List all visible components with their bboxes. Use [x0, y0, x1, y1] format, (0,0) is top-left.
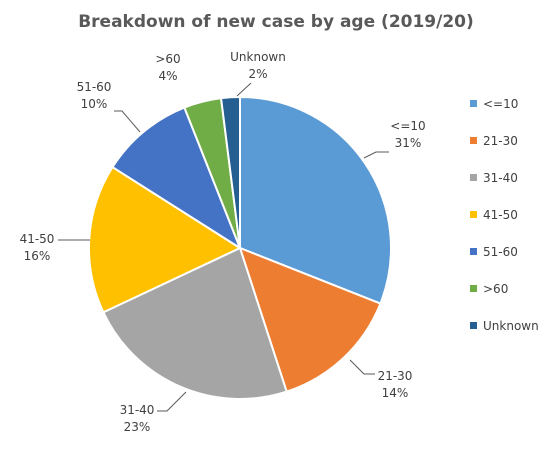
pie-slice-6 [219, 95, 241, 249]
leader-line-4 [114, 110, 141, 133]
chart-title: Breakdown of new case by age (2019/20) [78, 12, 474, 32]
data-label-category-5: >60 [155, 52, 180, 66]
data-label-category-3: 41-50 [20, 232, 55, 246]
data-label-value-5: 4% [158, 69, 177, 83]
legend-swatch-2 [470, 174, 477, 181]
data-label-category-4: 51-60 [77, 80, 112, 94]
legend-label-0: <=10 [483, 97, 518, 111]
legend-label-1: 21-30 [483, 134, 518, 148]
pie-slices [88, 95, 392, 400]
data-label-value-6: 2% [248, 67, 267, 81]
leader-line-0 [363, 151, 389, 159]
legend-swatch-6 [470, 322, 477, 329]
legend-swatch-3 [470, 211, 477, 218]
pie-slice-4 [111, 106, 243, 251]
leader-line-1 [349, 359, 375, 375]
data-label-value-1: 14% [382, 386, 409, 400]
legend-label-4: 51-60 [483, 245, 518, 259]
legend-swatch-5 [470, 285, 477, 292]
legend-label-2: 31-40 [483, 171, 518, 185]
leader-lines [58, 82, 389, 412]
data-label-value-4: 10% [81, 97, 108, 111]
pie-slice-3 [88, 165, 243, 314]
data-label-value-3: 16% [24, 249, 51, 263]
pie-slice-0 [239, 95, 392, 305]
data-label-category-2: 31-40 [120, 403, 155, 417]
data-labels: <=10 31% 21-30 14% 31-40 23% 41-50 16% 51-60 10% >… [20, 50, 426, 434]
data-label-category-1: 21-30 [378, 369, 413, 383]
legend-swatch-0 [470, 100, 477, 107]
legend-label-6: Unknown [483, 319, 539, 333]
data-label-value-2: 23% [124, 420, 151, 434]
leader-line-2 [157, 391, 187, 412]
legend-swatch-4 [470, 248, 477, 255]
pie-slice-2 [102, 246, 288, 400]
legend: <=10 21-30 31-40 41-50 51-60 >60 Unknown [470, 97, 539, 333]
legend-label-3: 41-50 [483, 208, 518, 222]
data-label-category-6: Unknown [230, 50, 286, 64]
data-label-category-0: <=10 [390, 119, 425, 133]
legend-swatch-1 [470, 137, 477, 144]
leader-line-6 [236, 82, 252, 97]
data-label-value-0: 31% [395, 136, 422, 150]
legend-label-5: >60 [483, 282, 508, 296]
